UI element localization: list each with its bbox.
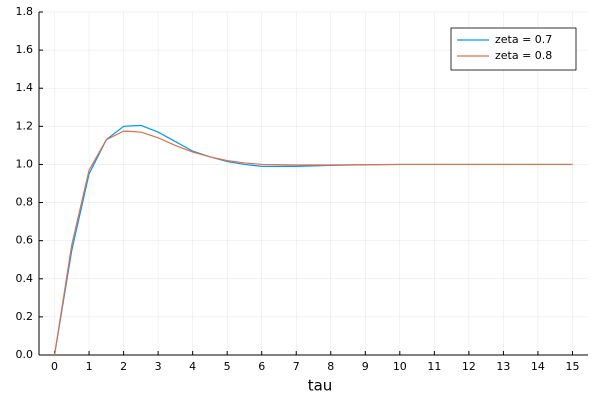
legend-box [450, 27, 577, 71]
x-tick-label: 10 [393, 360, 407, 373]
y-tick-label: 0.4 [16, 272, 34, 285]
y-tick-label: 1.2 [16, 119, 34, 132]
y-tick-label: 0.8 [16, 196, 34, 209]
y-tick-label: 1.6 [16, 43, 34, 56]
y-tick-label: 0.6 [16, 234, 34, 247]
x-tick-label: 4 [189, 360, 196, 373]
y-tick-label: 0.0 [16, 348, 34, 361]
x-tick-label: 13 [496, 360, 510, 373]
x-tick-label: 2 [120, 360, 127, 373]
y-tick-label: 1.4 [16, 81, 34, 94]
y-tick-label: 1.0 [16, 157, 34, 170]
x-tick-label: 5 [224, 360, 231, 373]
line [53, 130, 573, 356]
x-tick-label: 3 [155, 360, 162, 373]
x-axis-label: tau [308, 377, 333, 395]
legend-label: zeta = 0.8 [495, 49, 552, 62]
x-tick-label: 8 [327, 360, 334, 373]
x-tick-label: 9 [362, 360, 369, 373]
x-tick-label: 14 [531, 360, 545, 373]
x-tick-label: 6 [258, 360, 265, 373]
legend-label: zeta = 0.7 [495, 33, 552, 46]
x-tick-label: 0 [51, 360, 58, 373]
x-tick-label: 15 [565, 360, 579, 373]
x-tick-label: 12 [462, 360, 476, 373]
x-tick-label: 1 [86, 360, 93, 373]
y-tick-label: 1.8 [16, 5, 34, 18]
x-tick-label: 11 [427, 360, 441, 373]
x-tick-label: 7 [293, 360, 300, 373]
line [53, 124, 573, 356]
y-tick-label: 0.2 [16, 310, 34, 323]
